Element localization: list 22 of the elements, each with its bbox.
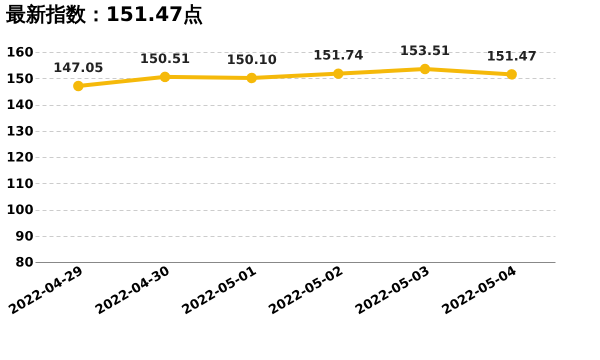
y-tick-label: 160 [6,46,34,60]
point [73,80,84,92]
text: 147.05 [53,60,104,76]
point [160,72,170,82]
chart-title: 最新指数：151.47点 [4,2,204,26]
text: 150.10 [226,52,277,68]
text: 151.74 [313,48,364,64]
point [506,69,517,80]
text: 150.51 [140,52,190,67]
point [420,64,430,74]
y-tick-label: 120 [6,150,34,166]
y-tick-label: 90 [15,229,34,244]
y-tick-label: 130 [6,124,34,140]
y-tick-label: 140 [6,98,34,113]
point [333,68,344,79]
point [246,72,257,84]
y-tick-label: 100 [6,203,34,218]
y-tick-label: 150 [6,72,34,87]
y-tick-label: 80 [15,256,34,270]
text: 151.47 [486,49,537,64]
y-tick-label: 110 [6,176,34,192]
text: 153.51 [400,44,450,60]
